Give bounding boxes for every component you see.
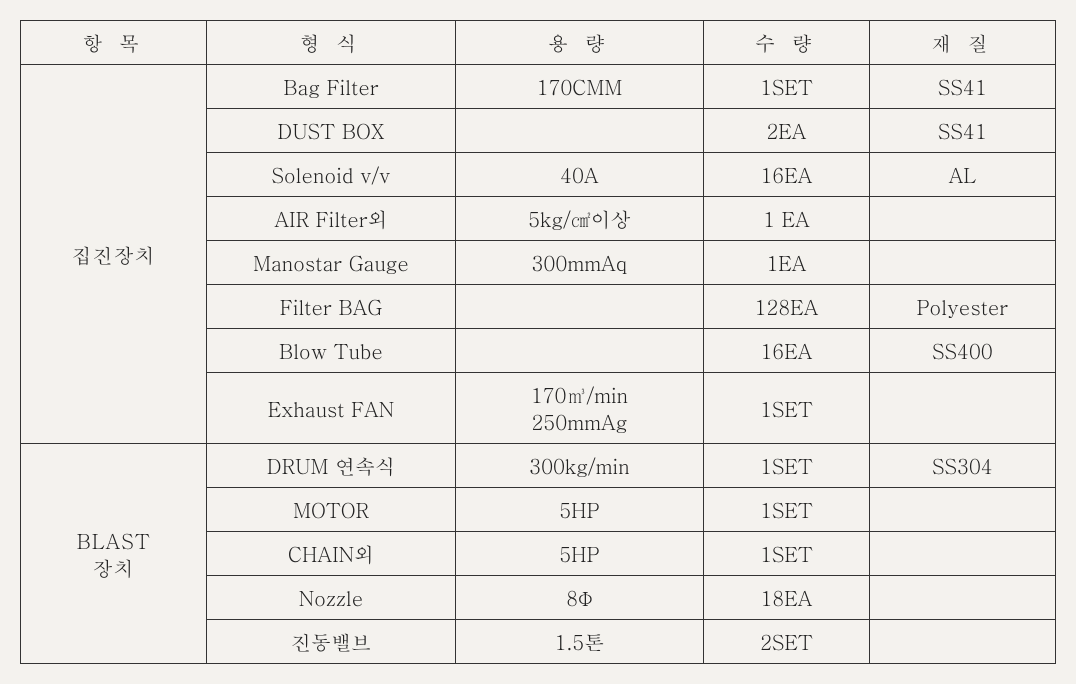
cell-qty: 1SET — [704, 65, 870, 109]
cell-capacity — [455, 329, 703, 373]
table-body: 집진장치Bag Filter170CMM1SETSS41DUST BOX2EAS… — [21, 65, 1056, 664]
cell-capacity: 40A — [455, 153, 703, 197]
group-cell: 집진장치 — [21, 65, 207, 444]
cell-type: Nozzle — [207, 576, 455, 620]
cell-material — [869, 620, 1055, 664]
cell-material: SS41 — [869, 65, 1055, 109]
cell-capacity: 170CMM — [455, 65, 703, 109]
cell-qty: 1SET — [704, 488, 870, 532]
cell-qty: 1EA — [704, 241, 870, 285]
table-row: BLAST장치DRUM 연속식300kg/min1SETSS304 — [21, 444, 1056, 488]
cell-type: Bag Filter — [207, 65, 455, 109]
cell-type: Manostar Gauge — [207, 241, 455, 285]
cell-type: 진동밸브 — [207, 620, 455, 664]
cell-type: DRUM 연속식 — [207, 444, 455, 488]
group-cell: BLAST장치 — [21, 444, 207, 664]
cell-type: Blow Tube — [207, 329, 455, 373]
table-header-row: 항 목 형 식 용 량 수 량 재 질 — [21, 21, 1056, 65]
cell-material — [869, 373, 1055, 444]
cell-qty: 16EA — [704, 329, 870, 373]
cell-qty: 18EA — [704, 576, 870, 620]
cell-qty: 16EA — [704, 153, 870, 197]
cell-type: Solenoid v/v — [207, 153, 455, 197]
cell-qty: 1SET — [704, 444, 870, 488]
cell-capacity: 300kg/min — [455, 444, 703, 488]
cell-type: CHAIN외 — [207, 532, 455, 576]
cell-material: SS400 — [869, 329, 1055, 373]
cell-type: DUST BOX — [207, 109, 455, 153]
cell-material: SS41 — [869, 109, 1055, 153]
cell-capacity: 5HP — [455, 488, 703, 532]
cell-qty: 1SET — [704, 532, 870, 576]
col-header-type: 형 식 — [207, 21, 455, 65]
cell-qty: 128EA — [704, 285, 870, 329]
col-header-item: 항 목 — [21, 21, 207, 65]
cell-material — [869, 576, 1055, 620]
cell-type: Filter BAG — [207, 285, 455, 329]
cell-capacity: 170㎥/min250mmAg — [455, 373, 703, 444]
cell-capacity — [455, 109, 703, 153]
cell-material — [869, 532, 1055, 576]
cell-material — [869, 241, 1055, 285]
cell-material: SS304 — [869, 444, 1055, 488]
cell-capacity: 1.5톤 — [455, 620, 703, 664]
table-row: 집진장치Bag Filter170CMM1SETSS41 — [21, 65, 1056, 109]
cell-capacity: 8Φ — [455, 576, 703, 620]
cell-material — [869, 488, 1055, 532]
col-header-material: 재 질 — [869, 21, 1055, 65]
cell-type: AIR Filter외 — [207, 197, 455, 241]
cell-capacity — [455, 285, 703, 329]
cell-capacity: 5HP — [455, 532, 703, 576]
cell-qty: 1SET — [704, 373, 870, 444]
col-header-capacity: 용 량 — [455, 21, 703, 65]
spec-table: 항 목 형 식 용 량 수 량 재 질 집진장치Bag Filter170CMM… — [20, 20, 1056, 664]
cell-capacity: 300mmAq — [455, 241, 703, 285]
col-header-qty: 수 량 — [704, 21, 870, 65]
cell-qty: 2EA — [704, 109, 870, 153]
cell-type: Exhaust FAN — [207, 373, 455, 444]
cell-capacity: 5kg/㎠이상 — [455, 197, 703, 241]
cell-material — [869, 197, 1055, 241]
cell-type: MOTOR — [207, 488, 455, 532]
cell-qty: 1 EA — [704, 197, 870, 241]
cell-material: AL — [869, 153, 1055, 197]
cell-qty: 2SET — [704, 620, 870, 664]
cell-material: Polyester — [869, 285, 1055, 329]
